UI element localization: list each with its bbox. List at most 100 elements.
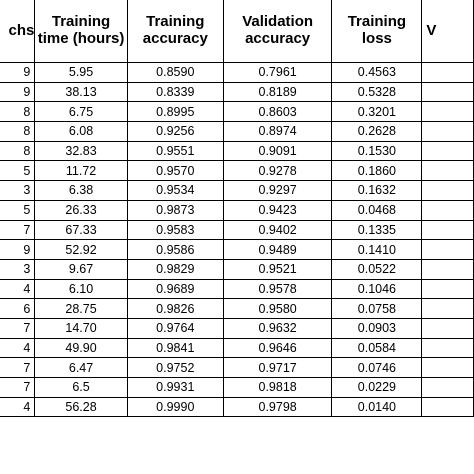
- table-cell: 3: [0, 180, 36, 201]
- table-row: 5 11.72 0.9570 0.9278 0.1860: [0, 160, 474, 182]
- table-row: 8 6.75 0.8995 0.8603 0.3201: [0, 101, 474, 123]
- table-cell: [421, 81, 474, 103]
- table-cell: 0.0229: [331, 377, 423, 398]
- table-cell: 28.75: [34, 298, 128, 319]
- table-cell: 0.7961: [222, 62, 333, 83]
- table-cell: 0.0140: [331, 396, 423, 418]
- table-cell: 0.9402: [222, 219, 333, 241]
- table-cell: 6.47: [34, 357, 128, 378]
- table-cell: [421, 101, 474, 123]
- table-row: 4 56.28 0.9990 0.9798 0.0140: [0, 396, 474, 418]
- table-cell: [421, 160, 474, 182]
- table-cell: 5.95: [34, 62, 128, 83]
- table-cell: 32.83: [34, 140, 128, 162]
- table-cell: 11.72: [34, 160, 128, 182]
- table-cell: 0.0758: [331, 298, 423, 319]
- table-cell: 0.9551: [126, 140, 224, 162]
- table-cell: [421, 258, 474, 280]
- table-cell: 9: [0, 81, 36, 103]
- table-cell: 0.8603: [222, 101, 333, 123]
- table-cell: 14.70: [34, 317, 128, 339]
- table-cell: 49.90: [34, 337, 128, 359]
- table-cell: 0.8339: [126, 81, 224, 103]
- table-cell: 0.3201: [331, 101, 423, 123]
- table-cell: 0.0584: [331, 337, 423, 359]
- table-cell: 0.9632: [222, 317, 333, 339]
- table-cell: 6.75: [34, 101, 128, 123]
- header-training-loss: Training loss: [331, 0, 423, 63]
- header-epochs: chs: [0, 0, 36, 63]
- table-cell: 0.5328: [331, 81, 423, 103]
- table-row: 9 38.13 0.8339 0.8189 0.5328: [0, 81, 474, 103]
- table-cell: 0.9646: [222, 337, 333, 359]
- table-cell: 4: [0, 278, 36, 300]
- table-row: 8 6.08 0.9256 0.8974 0.2628: [0, 121, 474, 142]
- table-cell: 67.33: [34, 219, 128, 241]
- results-table-container: chs Training time (hours) Training accurac…: [0, 0, 474, 418]
- results-table: chs Training time (hours) Training accurac…: [0, 0, 474, 418]
- table-cell: 7: [0, 377, 36, 398]
- table-body: 9 5.95 0.8590 0.7961 0.4563 9 38.13 0.8339 0.818…: [0, 62, 474, 418]
- header-training-accuracy: Training accuracy: [126, 0, 224, 63]
- table-row: 9 52.92 0.9586 0.9489 0.1410: [0, 239, 474, 260]
- table-row: 4 49.90 0.9841 0.9646 0.0584: [0, 337, 474, 359]
- table-cell: 0.9717: [222, 357, 333, 378]
- table-cell: 6.38: [34, 180, 128, 201]
- table-cell: [421, 199, 474, 221]
- table-cell: 0.1046: [331, 278, 423, 300]
- table-cell: [421, 140, 474, 162]
- table-cell: 7: [0, 317, 36, 339]
- table-cell: 0.1632: [331, 180, 423, 201]
- table-cell: 0.0903: [331, 317, 423, 339]
- table-cell: [421, 121, 474, 142]
- table-cell: 0.4563: [331, 62, 423, 83]
- table-cell: 8: [0, 101, 36, 123]
- table-cell: 56.28: [34, 396, 128, 418]
- table-cell: 0.8189: [222, 81, 333, 103]
- table-row: 8 32.83 0.9551 0.9091 0.1530: [0, 140, 474, 162]
- table-cell: 26.33: [34, 199, 128, 221]
- table-cell: 0.2628: [331, 121, 423, 142]
- table-cell: [421, 62, 474, 83]
- table-cell: 0.9818: [222, 377, 333, 398]
- table-cell: 0.9764: [126, 317, 224, 339]
- table-cell: [421, 219, 474, 241]
- table-cell: [421, 357, 474, 378]
- table-cell: 0.8590: [126, 62, 224, 83]
- table-cell: 0.9841: [126, 337, 224, 359]
- table-cell: 0.0522: [331, 258, 423, 280]
- table-cell: 0.9931: [126, 377, 224, 398]
- table-cell: 0.9423: [222, 199, 333, 221]
- table-cell: 0.9829: [126, 258, 224, 280]
- table-row: 9 5.95 0.8590 0.7961 0.4563: [0, 62, 474, 83]
- table-cell: 0.9798: [222, 396, 333, 418]
- table-cell: [421, 278, 474, 300]
- table-cell: 5: [0, 199, 36, 221]
- table-row: 3 6.38 0.9534 0.9297 0.1632: [0, 180, 474, 201]
- table-cell: 7: [0, 219, 36, 241]
- table-cell: 0.9990: [126, 396, 224, 418]
- table-cell: [421, 396, 474, 418]
- table-cell: 0.9873: [126, 199, 224, 221]
- table-cell: [421, 180, 474, 201]
- table-cell: 0.1530: [331, 140, 423, 162]
- header-row: chs Training time (hours) Training accurac…: [0, 0, 474, 63]
- table-cell: [421, 298, 474, 319]
- table-cell: 5: [0, 160, 36, 182]
- table-cell: 9.67: [34, 258, 128, 280]
- table-cell: 6: [0, 298, 36, 319]
- table-cell: 0.0746: [331, 357, 423, 378]
- table-row: 5 26.33 0.9873 0.9423 0.0468: [0, 199, 474, 221]
- header-validation-loss: V: [421, 0, 474, 63]
- header-validation-accuracy: Validation accuracy: [222, 0, 333, 63]
- table-row: 7 6.5 0.9931 0.9818 0.0229: [0, 377, 474, 398]
- table-cell: 6.5: [34, 377, 128, 398]
- table-cell: 0.9256: [126, 121, 224, 142]
- table-cell: 9: [0, 62, 36, 83]
- table-cell: 0.0468: [331, 199, 423, 221]
- table-row: 6 28.75 0.9826 0.9580 0.0758: [0, 298, 474, 319]
- table-cell: 0.9091: [222, 140, 333, 162]
- table-cell: 0.9583: [126, 219, 224, 241]
- table-row: 3 9.67 0.9829 0.9521 0.0522: [0, 258, 474, 280]
- table-cell: 0.1410: [331, 239, 423, 260]
